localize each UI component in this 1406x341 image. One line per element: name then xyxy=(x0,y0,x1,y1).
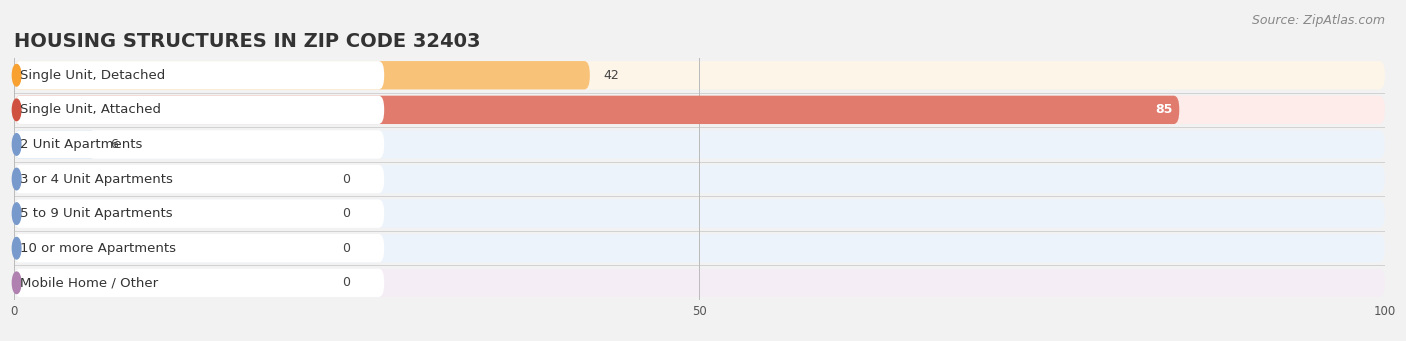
Text: 0: 0 xyxy=(343,242,350,255)
Text: Source: ZipAtlas.com: Source: ZipAtlas.com xyxy=(1251,14,1385,27)
FancyBboxPatch shape xyxy=(14,269,384,297)
FancyBboxPatch shape xyxy=(14,199,384,228)
Text: 3 or 4 Unit Apartments: 3 or 4 Unit Apartments xyxy=(21,173,173,186)
Circle shape xyxy=(13,237,21,259)
Text: 6: 6 xyxy=(110,138,118,151)
FancyBboxPatch shape xyxy=(14,130,96,159)
Text: 42: 42 xyxy=(603,69,619,82)
FancyBboxPatch shape xyxy=(14,204,329,223)
Text: 85: 85 xyxy=(1156,103,1173,116)
FancyBboxPatch shape xyxy=(14,239,329,258)
FancyBboxPatch shape xyxy=(14,165,1385,193)
FancyBboxPatch shape xyxy=(14,130,384,159)
FancyBboxPatch shape xyxy=(14,165,384,193)
FancyBboxPatch shape xyxy=(14,234,1385,262)
FancyBboxPatch shape xyxy=(14,96,384,124)
FancyBboxPatch shape xyxy=(14,199,1385,228)
FancyBboxPatch shape xyxy=(14,234,384,262)
Text: 10 or more Apartments: 10 or more Apartments xyxy=(21,242,177,255)
Text: 0: 0 xyxy=(343,173,350,186)
FancyBboxPatch shape xyxy=(14,61,1385,89)
Circle shape xyxy=(13,203,21,224)
Text: 5 to 9 Unit Apartments: 5 to 9 Unit Apartments xyxy=(21,207,173,220)
Circle shape xyxy=(13,64,21,86)
Text: HOUSING STRUCTURES IN ZIP CODE 32403: HOUSING STRUCTURES IN ZIP CODE 32403 xyxy=(14,32,481,51)
Circle shape xyxy=(13,168,21,190)
FancyBboxPatch shape xyxy=(14,130,1385,159)
FancyBboxPatch shape xyxy=(14,269,1385,297)
FancyBboxPatch shape xyxy=(14,96,1385,124)
Text: Single Unit, Detached: Single Unit, Detached xyxy=(21,69,166,82)
Text: Single Unit, Attached: Single Unit, Attached xyxy=(21,103,162,116)
Circle shape xyxy=(13,99,21,121)
Text: 2 Unit Apartments: 2 Unit Apartments xyxy=(21,138,143,151)
Circle shape xyxy=(13,272,21,294)
Text: Mobile Home / Other: Mobile Home / Other xyxy=(21,276,159,289)
FancyBboxPatch shape xyxy=(14,273,329,292)
FancyBboxPatch shape xyxy=(14,61,384,89)
Circle shape xyxy=(13,134,21,155)
FancyBboxPatch shape xyxy=(14,169,329,189)
Text: 0: 0 xyxy=(343,207,350,220)
FancyBboxPatch shape xyxy=(14,96,1180,124)
Text: 0: 0 xyxy=(343,276,350,289)
FancyBboxPatch shape xyxy=(14,61,591,89)
